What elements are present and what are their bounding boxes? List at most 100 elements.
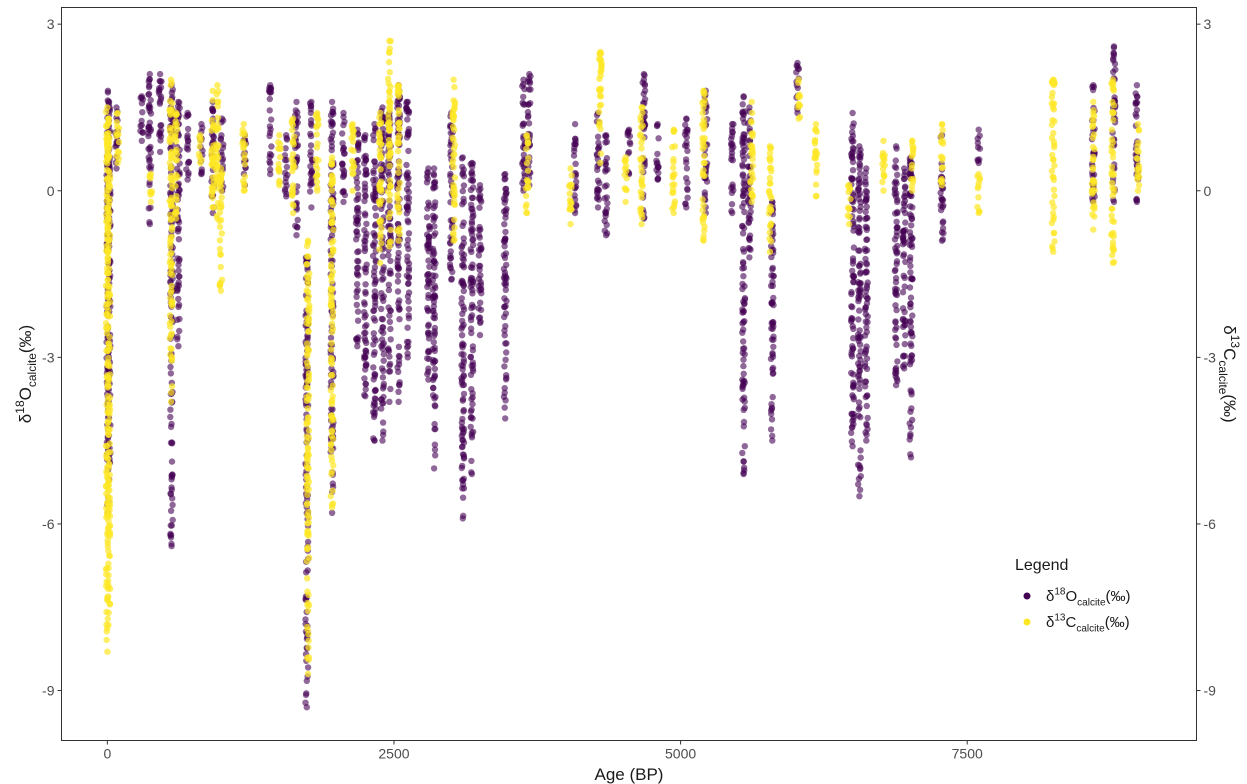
data-point: [305, 519, 312, 526]
data-point: [147, 198, 155, 206]
data-point: [307, 105, 315, 113]
data-point: [106, 513, 114, 520]
y-tick-label-left: -9: [42, 683, 55, 699]
data-point: [623, 167, 630, 175]
data-point: [768, 416, 776, 423]
data-point: [197, 132, 204, 139]
data-point: [770, 333, 777, 340]
y-axis-title-right: δ13Ccalcite(‰): [1216, 325, 1242, 422]
data-point: [1089, 164, 1097, 171]
data-point: [328, 320, 336, 327]
data-point: [329, 286, 336, 293]
data-point: [168, 420, 175, 428]
data-point: [394, 100, 401, 107]
data-point: [740, 273, 747, 280]
data-point: [378, 315, 385, 323]
data-point: [811, 138, 818, 145]
data-point: [503, 349, 510, 356]
data-point: [147, 170, 155, 178]
data-point: [105, 248, 112, 255]
data-point: [328, 339, 335, 347]
data-point: [175, 303, 182, 311]
data-point: [907, 340, 914, 347]
data-point: [850, 244, 858, 251]
data-point: [329, 487, 336, 494]
data-point: [459, 436, 466, 444]
data-point: [741, 443, 748, 450]
data-point: [939, 196, 947, 204]
data-point: [355, 272, 362, 279]
data-point: [1135, 139, 1142, 146]
data-point: [370, 167, 377, 175]
data-point: [352, 219, 360, 227]
data-point: [459, 397, 466, 404]
data-point: [1110, 55, 1117, 62]
data-point: [137, 127, 144, 135]
data-point: [909, 312, 916, 319]
data-point: [670, 164, 677, 171]
data-point: [314, 171, 321, 179]
data-point: [371, 370, 378, 378]
data-point: [104, 595, 111, 602]
data-point: [328, 181, 335, 188]
data-point: [386, 398, 393, 405]
data-point: [361, 329, 368, 337]
data-point: [372, 232, 379, 239]
data-point: [812, 148, 819, 156]
data-point: [395, 93, 402, 100]
data-point: [183, 166, 190, 173]
data-point: [1135, 182, 1143, 189]
data-point: [900, 323, 907, 330]
data-point: [208, 127, 215, 134]
data-point: [218, 187, 225, 194]
data-point: [501, 327, 508, 334]
data-point: [770, 343, 777, 350]
data-point: [468, 457, 475, 465]
data-point: [746, 232, 754, 239]
data-point: [197, 159, 204, 167]
data-point: [899, 289, 907, 296]
data-point: [739, 230, 747, 237]
data-point: [864, 425, 871, 433]
data-point: [146, 70, 153, 78]
data-point: [266, 153, 273, 161]
data-point: [902, 332, 909, 339]
data-point: [1089, 86, 1097, 94]
data-point: [862, 269, 869, 276]
data-point: [794, 59, 801, 67]
data-point: [740, 345, 747, 352]
data-point: [938, 237, 946, 244]
data-point: [424, 307, 432, 315]
data-point: [386, 318, 394, 326]
data-point: [315, 121, 322, 128]
data-point: [386, 203, 394, 210]
data-point: [671, 170, 678, 178]
data-point: [361, 187, 369, 194]
data-point: [354, 248, 361, 256]
data-point: [146, 220, 153, 228]
data-point: [303, 481, 310, 489]
legend-key: [1023, 592, 1031, 600]
data-point: [370, 330, 377, 337]
data-point: [340, 121, 347, 129]
data-point: [729, 209, 736, 217]
y-tick-label-left: 0: [47, 183, 55, 199]
data-point: [906, 237, 914, 244]
data-point: [571, 120, 579, 128]
data-point: [377, 109, 384, 117]
data-point: [740, 93, 747, 100]
data-point: [766, 248, 774, 255]
data-point: [370, 242, 377, 250]
data-point: [431, 365, 439, 373]
data-point: [470, 428, 477, 436]
data-point: [216, 282, 223, 290]
data-point: [146, 158, 153, 165]
data-point: [395, 82, 402, 89]
data-point: [105, 340, 113, 348]
data-point: [460, 406, 467, 414]
data-point: [523, 201, 530, 208]
data-point: [862, 383, 869, 390]
data-point: [405, 194, 413, 202]
data-point: [682, 121, 689, 129]
data-point: [403, 161, 410, 169]
